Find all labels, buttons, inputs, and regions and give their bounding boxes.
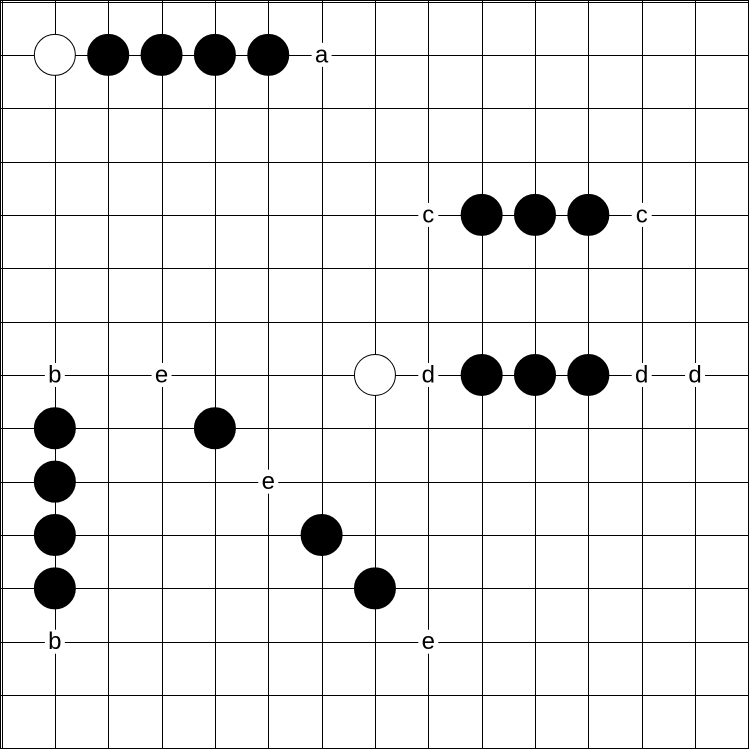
mark-background [685,362,706,387]
intersection-mark-d[interactable]: d [418,361,439,388]
mark-label: e [262,468,275,495]
intersection-mark-d[interactable]: d [631,361,652,388]
mark-background [151,362,172,387]
black-stone[interactable] [193,33,236,76]
intersection-mark-a[interactable]: a [311,41,332,68]
black-stone[interactable] [460,193,503,236]
black-stone[interactable] [33,407,76,450]
black-stone[interactable] [567,353,610,396]
mark-background [418,202,439,227]
white-stone[interactable] [353,353,396,396]
white-stone[interactable] [33,33,76,76]
mark-label: b [48,628,61,655]
intersection-mark-b[interactable]: b [44,628,65,655]
mark-label: c [422,201,434,228]
mark-label: e [155,361,168,388]
mark-background [44,629,65,654]
mark-background [44,362,65,387]
mark-label: c [636,201,648,228]
mark-label: a [315,41,329,68]
black-stone[interactable] [247,33,290,76]
intersection-mark-b[interactable]: b [44,361,65,388]
black-stone[interactable] [140,33,183,76]
mark-label: d [688,361,701,388]
black-stone[interactable] [33,514,76,556]
stones-layer [33,33,610,610]
marks-layer: a c c b e d d d e b e [44,41,706,655]
mark-background [418,629,439,654]
black-stone[interactable] [300,514,343,556]
black-stone[interactable] [87,33,130,76]
mark-label: b [48,361,61,388]
mark-label: d [635,361,648,388]
intersection-mark-c[interactable]: c [418,201,439,228]
mark-background [631,202,652,227]
intersection-mark-d[interactable]: d [685,361,706,388]
intersection-mark-e[interactable]: e [258,468,279,495]
black-stone[interactable] [353,567,396,610]
mark-background [631,362,652,387]
intersection-mark-e[interactable]: e [151,361,172,388]
intersection-mark-e[interactable]: e [418,628,439,655]
intersection-mark-c[interactable]: c [631,201,652,228]
black-stone[interactable] [567,193,610,236]
mark-background [311,42,332,67]
mark-label: d [422,361,435,388]
black-stone[interactable] [514,353,556,396]
mark-label: e [422,628,435,655]
mark-background [258,469,279,494]
mark-background [418,362,439,387]
black-stone[interactable] [33,460,76,503]
black-stone[interactable] [193,407,236,450]
black-stone[interactable] [33,567,76,610]
black-stone[interactable] [514,193,556,236]
black-stone[interactable] [460,353,503,396]
